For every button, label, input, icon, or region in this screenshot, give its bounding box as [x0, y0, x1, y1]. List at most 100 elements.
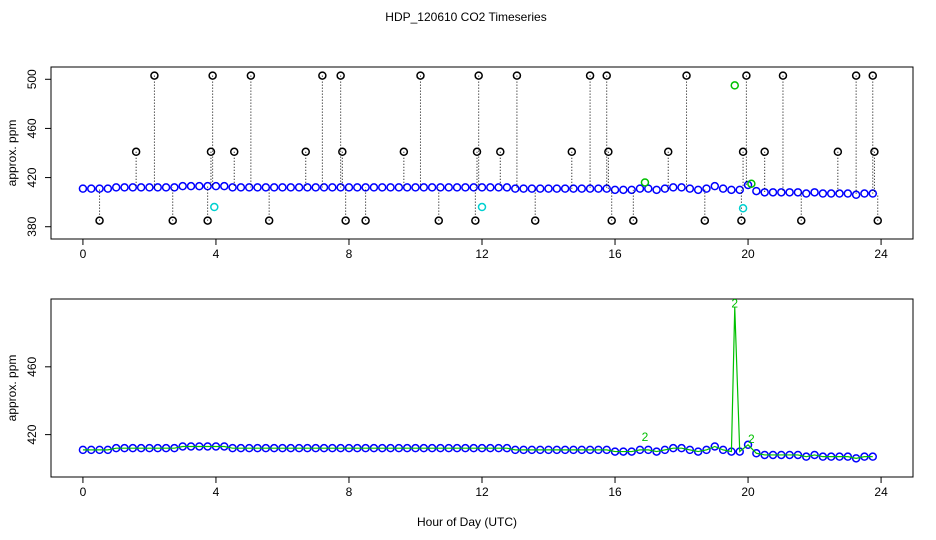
point [718, 445, 728, 455]
point [610, 185, 620, 195]
point [868, 71, 878, 80]
point [336, 71, 345, 80]
point [411, 183, 420, 192]
point [735, 185, 744, 195]
point [294, 183, 304, 192]
point [577, 184, 587, 193]
point [286, 183, 296, 192]
x-tick-label: 20 [741, 247, 755, 261]
point [486, 183, 495, 192]
point [178, 181, 187, 191]
point [742, 71, 751, 80]
point [419, 183, 429, 192]
point [220, 181, 229, 191]
point [328, 183, 337, 192]
point [594, 184, 603, 193]
point [700, 216, 710, 225]
y-tick-label: 420 [25, 424, 39, 444]
point [851, 71, 861, 80]
point [95, 216, 104, 225]
point [261, 183, 271, 192]
x-tick-label: 12 [475, 247, 489, 261]
point [452, 183, 462, 192]
point [377, 183, 387, 192]
y-tick-label: 420 [25, 167, 39, 187]
point [111, 183, 121, 192]
point [682, 71, 691, 80]
point [269, 183, 279, 192]
point [677, 183, 686, 192]
point [585, 184, 595, 193]
point [511, 184, 520, 193]
point [472, 147, 482, 157]
x-tick-label: 20 [741, 485, 755, 499]
point [801, 452, 811, 461]
point [203, 216, 212, 225]
point [552, 184, 562, 193]
point [785, 188, 794, 197]
point [394, 183, 404, 192]
point [718, 184, 728, 193]
x-tick-label: 16 [608, 247, 622, 261]
point [434, 216, 444, 225]
point [170, 183, 179, 192]
point [693, 447, 703, 456]
point [652, 447, 661, 456]
point [131, 147, 141, 157]
point [530, 216, 540, 225]
plot-frame [50, 298, 914, 478]
point [602, 71, 611, 80]
point [402, 183, 412, 192]
point [752, 186, 761, 196]
x-tick-label: 24 [874, 485, 888, 499]
point [640, 178, 650, 187]
point [810, 188, 819, 197]
y-axis-label: approx. ppm [5, 120, 19, 187]
point [652, 185, 661, 195]
point [136, 183, 146, 192]
point [752, 449, 761, 458]
point [760, 147, 769, 157]
point [768, 188, 778, 197]
point [474, 71, 483, 80]
annotation: 2 [748, 432, 755, 446]
point [186, 181, 196, 191]
line [82, 307, 873, 459]
point [95, 184, 104, 193]
point [743, 440, 753, 450]
point [607, 216, 616, 225]
point [229, 147, 239, 157]
point [851, 190, 861, 200]
point [793, 188, 803, 197]
point [602, 184, 611, 193]
point [301, 147, 310, 157]
point [477, 202, 487, 212]
point [264, 216, 274, 225]
point [512, 71, 522, 80]
point [710, 181, 720, 191]
point [851, 454, 861, 463]
point [471, 216, 480, 225]
point [145, 183, 154, 192]
point [502, 183, 512, 192]
point [569, 184, 578, 193]
point [738, 204, 748, 213]
point [619, 185, 628, 195]
point [195, 181, 204, 191]
point [168, 216, 177, 225]
point [873, 216, 882, 225]
point [444, 183, 453, 192]
point [477, 183, 487, 192]
x-tick-label: 4 [213, 247, 220, 261]
point [211, 181, 221, 191]
point [730, 81, 739, 90]
x-tick-label: 16 [608, 485, 622, 499]
point [210, 202, 219, 212]
point [386, 183, 395, 192]
point [778, 71, 788, 80]
point [660, 184, 670, 193]
point [361, 216, 370, 225]
point [303, 183, 312, 192]
point [519, 184, 528, 193]
